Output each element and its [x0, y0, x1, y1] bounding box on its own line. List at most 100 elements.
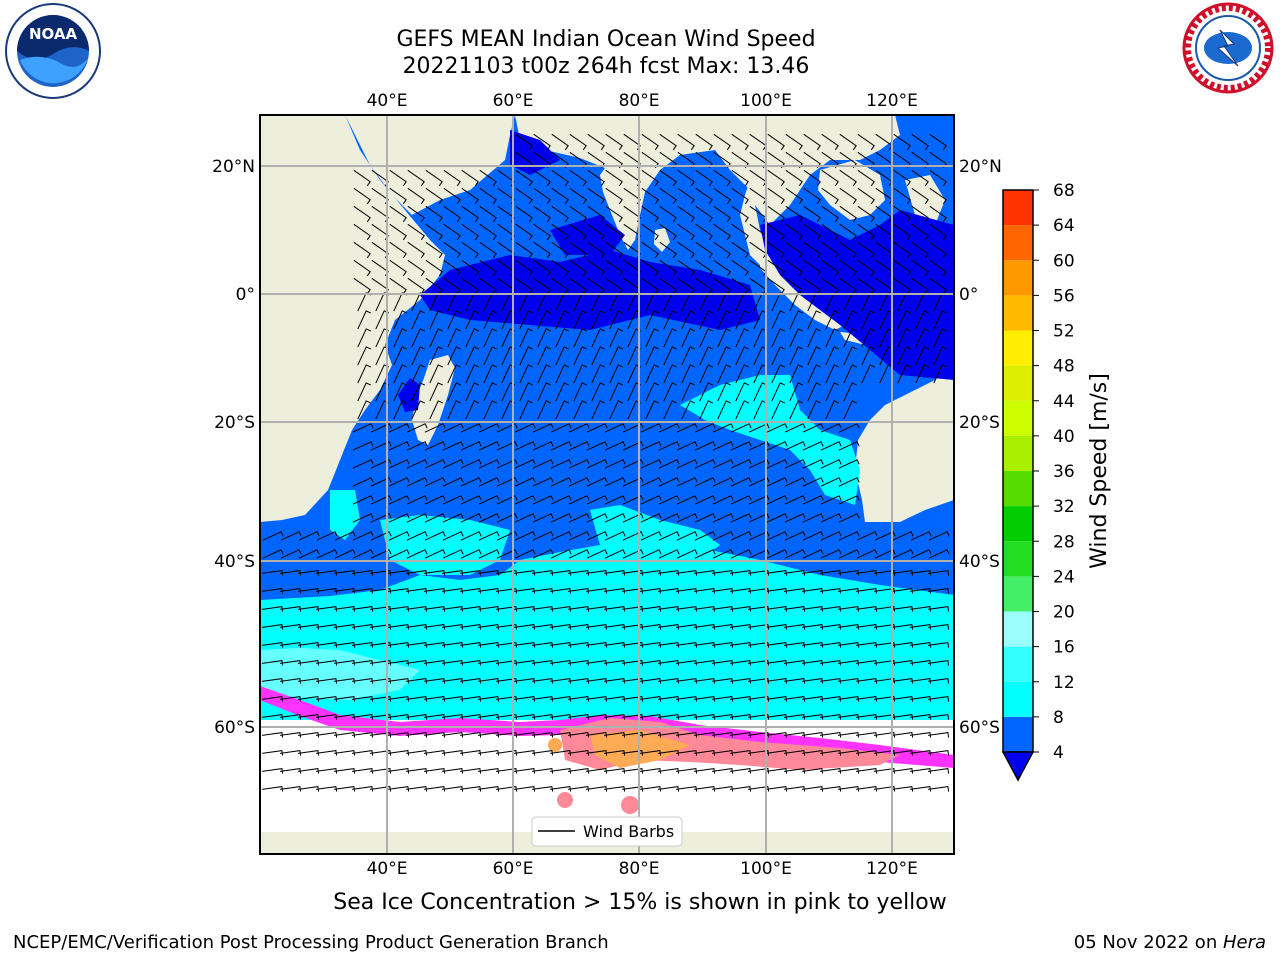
wind-barb [568, 423, 590, 433]
wind-barb [389, 169, 407, 187]
wind-barb [533, 223, 551, 241]
wind-barb [856, 642, 878, 648]
wind-barb [915, 346, 930, 366]
wind-barb [694, 549, 716, 559]
wind-barb [604, 768, 626, 774]
wind-barb [766, 441, 788, 451]
wind-barb [442, 750, 464, 756]
wind-barb [447, 364, 462, 384]
wind-barb [784, 423, 806, 433]
wind-barb [802, 696, 824, 702]
wind-barb [681, 310, 696, 330]
wind-barb [839, 187, 857, 205]
wind-barb [717, 310, 732, 330]
wind-barb [766, 423, 788, 433]
wind-barb [605, 169, 623, 187]
wind-barb [407, 277, 425, 295]
wind-barb [424, 624, 446, 630]
wind-barb [712, 768, 734, 774]
lon-bottom-120e: 120°E [866, 859, 918, 879]
wind-barb [663, 328, 678, 348]
wind-barb [748, 513, 770, 523]
wind-barb [712, 714, 734, 720]
wind-barb [298, 660, 320, 666]
wind-barb [551, 169, 569, 187]
wind-barb [298, 750, 320, 756]
map-frame [259, 114, 955, 855]
wind-barb [478, 570, 500, 576]
wind-barb [406, 714, 428, 720]
wind-barb [334, 570, 356, 576]
wind-barb [820, 624, 842, 630]
wind-barb [843, 310, 858, 330]
lat-right-60s: 60°S [959, 718, 1000, 738]
wind-barb [514, 588, 536, 594]
wind-barb [784, 531, 806, 541]
wind-barb [820, 678, 842, 684]
wind-barb [766, 549, 788, 559]
wind-barb [407, 241, 425, 259]
wind-barb [676, 441, 698, 451]
colorbar-segment [1003, 365, 1033, 401]
wind-barb [334, 786, 356, 792]
wind-barb [411, 346, 426, 366]
colorbar-tick-label: 8 [1053, 708, 1064, 728]
wind-barb [712, 606, 734, 612]
wind-barb [388, 678, 410, 684]
colorbar-segment [1003, 576, 1033, 612]
lon-top-40e: 40°E [367, 91, 408, 111]
wind-barb [460, 750, 482, 756]
wind-barb [694, 642, 716, 648]
wind-barb [928, 732, 950, 738]
colorbar-tick-label: 28 [1053, 532, 1075, 552]
wind-barb [353, 187, 371, 205]
wind-barb [803, 169, 821, 187]
wind-barb [838, 696, 860, 702]
wind-barb [622, 660, 644, 666]
wind-barb [532, 549, 554, 559]
wind-barb [388, 588, 410, 594]
wind-barb [532, 750, 554, 756]
wind-barb [388, 513, 410, 523]
lon-bottom-80e: 80°E [619, 859, 660, 879]
wind-barb [604, 606, 626, 612]
wind-barb [622, 549, 644, 559]
wind-barb [622, 441, 644, 451]
wind-barb [429, 400, 444, 420]
wind-barb [929, 223, 947, 241]
wind-barb [910, 750, 932, 756]
wind-barb [766, 459, 788, 469]
wind-barb [370, 588, 392, 594]
wind-barb [825, 382, 840, 402]
wind-barb [515, 277, 533, 295]
wind-barb [767, 277, 785, 295]
wind-barb [519, 310, 534, 330]
wind-barb [478, 750, 500, 756]
wind-barb [478, 660, 500, 666]
wind-barb [280, 531, 302, 541]
wind-barb [370, 624, 392, 630]
footer-date-text: 05 Nov 2022 on [1073, 932, 1223, 953]
wind-barb [519, 382, 534, 402]
wind-barb [928, 714, 950, 720]
wind-barb [586, 477, 608, 487]
wind-barb [514, 477, 536, 487]
wind-barb [569, 223, 587, 241]
wind-barb [334, 732, 356, 738]
wind-barb [460, 570, 482, 576]
wind-barb [352, 549, 374, 559]
footer-date: 05 Nov 2022 on Hera [1074, 932, 1266, 953]
wind-barb [388, 642, 410, 648]
wind-barb [389, 241, 407, 259]
colorbar-tick-label: 52 [1053, 322, 1075, 342]
wind-barb [496, 459, 518, 469]
wind-barb [712, 513, 734, 523]
wind-barb [353, 259, 371, 277]
wind-barb [658, 531, 680, 541]
wind-barb [424, 588, 446, 594]
wind-barb [839, 205, 857, 223]
wind-barb [586, 423, 608, 433]
wind-barb [802, 714, 824, 720]
wind-barb [929, 187, 947, 205]
wind-barb [622, 531, 644, 541]
